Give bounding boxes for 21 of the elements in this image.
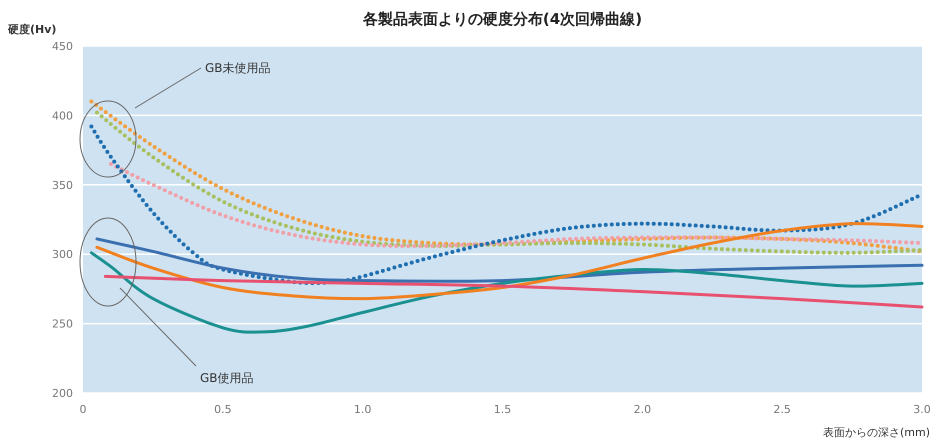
y-tick-label: 300 [52, 248, 73, 262]
y-tick-label: 200 [52, 387, 73, 400]
x-tick-label: 0 [80, 403, 86, 416]
line-series [90, 251, 924, 334]
line-series [104, 274, 924, 308]
x-tick-label: 1.5 [494, 403, 512, 416]
y-axis-title: 硬度(Hv) [7, 23, 56, 36]
annotation: GB未使用品 [205, 61, 271, 75]
x-axis-title: 表面からの深さ(mm) [822, 426, 930, 439]
y-tick-label: 250 [52, 318, 73, 331]
x-tick-label: 0.5 [214, 403, 232, 416]
y-tick-label: 400 [52, 109, 73, 122]
annotation: GB使用品 [200, 371, 254, 385]
x-tick-label: 2.0 [634, 403, 652, 416]
chart-title: 各製品表面よりの硬度分布(4次回帰曲線) [362, 10, 642, 28]
x-tick-label: 1.0 [354, 403, 372, 416]
x-tick-label: 2.5 [773, 403, 791, 416]
x-tick-label: 3.0 [913, 403, 931, 416]
line-series [95, 222, 924, 300]
y-tick-label: 450 [52, 40, 73, 53]
y-tick-label: 350 [52, 178, 73, 192]
